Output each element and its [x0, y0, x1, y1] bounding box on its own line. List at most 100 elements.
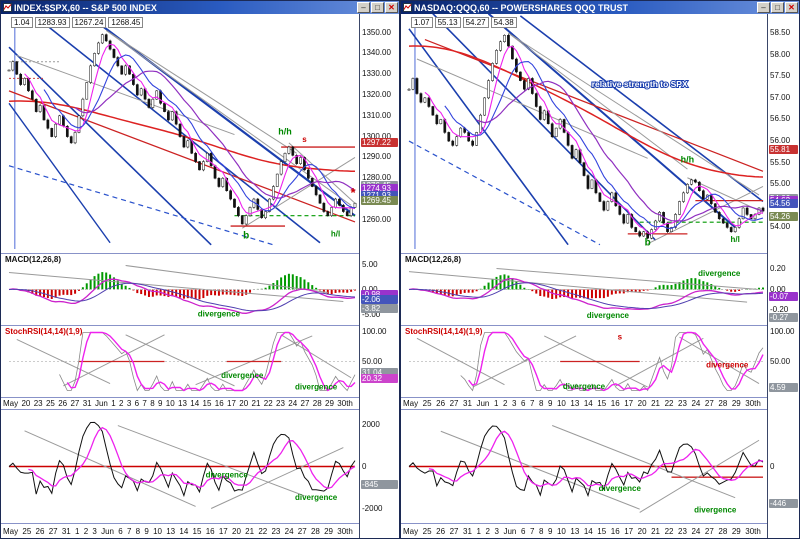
axis-date-label: 1 — [493, 399, 499, 408]
axis-date-label: 15 — [597, 399, 607, 408]
qqq-titlebar[interactable]: NASDAQ:QQQ,60 -- POWERSHARES QQQ TRUST –… — [401, 1, 799, 14]
axis-date-label: 6 — [520, 526, 526, 536]
axis-date-label: 8 — [135, 526, 141, 536]
axis-date-label: 22 — [258, 526, 268, 536]
qqq-date-axis-upper[interactable]: May 25 26 27 31 Jun 1 2 3 6 7 8 9 10 13 14 15 16 17 20 21 22 2… — [401, 398, 767, 410]
qqq-macd-chart[interactable]: divergence divergence — [401, 254, 767, 325]
stochrsi-label: StochRSI(14,14)(1,9) — [405, 327, 483, 336]
axis-date-label: 28 — [718, 526, 728, 536]
axis-tick-label: -5.00 — [362, 309, 381, 319]
axis-date-label: 15 — [192, 526, 202, 536]
axis-date-label: 1 — [476, 526, 481, 536]
svg-text:h/l: h/l — [331, 230, 340, 239]
axis-date-label: 15 — [202, 399, 212, 408]
axis-date-label: 26 — [436, 399, 446, 408]
svg-text:h/l: h/l — [730, 235, 739, 244]
axis-date-label: 30th — [337, 399, 353, 408]
axis-date-label: May — [3, 399, 19, 408]
axis-date-label: 31 — [463, 526, 472, 536]
axis-value-badge: 54.56 — [769, 198, 798, 208]
axis-date-label: 16 — [205, 526, 215, 536]
axis-date-label: 25 — [45, 399, 55, 408]
close-button[interactable]: ✕ — [785, 2, 798, 13]
axis-date-label: 17 — [624, 399, 634, 408]
axis-date-label: 2 — [502, 399, 508, 408]
axis-tick-label: 2000 — [362, 419, 380, 429]
axis-date-label: 16 — [214, 399, 224, 408]
axis-date-label: 25 — [422, 526, 432, 536]
spx-oscillator-panel: divergence divergence — [1, 410, 359, 524]
axis-date-label: 29 — [324, 526, 334, 536]
axis-value-badge: 4.59 — [769, 383, 798, 393]
axis-date-label: 27 — [48, 526, 58, 536]
spx-macd-chart[interactable]: divergence — [1, 254, 359, 325]
maximize-button[interactable]: □ — [371, 2, 384, 13]
qqq-stochrsi-chart[interactable]: divergence divergence s — [401, 326, 767, 397]
axis-date-label: 25 — [22, 526, 32, 536]
axis-date-label: 29 — [731, 526, 741, 536]
axis-value-badge: -845 — [361, 479, 398, 489]
axis-value-badge: 1271.93 — [361, 190, 398, 200]
svg-text:divergence: divergence — [698, 269, 741, 278]
axis-date-label: 24 — [691, 526, 701, 536]
svg-text:divergence: divergence — [295, 382, 338, 391]
macd-label: MACD(12,26,8) — [5, 255, 62, 264]
qqq-date-axis-lower[interactable]: May 25 26 27 31 1 2 3 Jun 6 7 8 9 10 13 14 15 16 17 20 21 22 2… — [401, 524, 767, 538]
axis-date-label: 29 — [731, 399, 741, 408]
svg-text:divergence: divergence — [599, 484, 642, 493]
svg-text:h/h: h/h — [681, 155, 695, 165]
axis-tick-label: 56.50 — [770, 114, 791, 124]
axis-date-label: 24 — [691, 399, 701, 408]
axis-date-label: 3 — [494, 526, 499, 536]
axis-date-label: 9 — [547, 526, 553, 536]
axis-date-label: 23 — [276, 399, 285, 408]
axis-tick-label: 1280.00 — [362, 173, 391, 183]
axis-date-label: 7 — [126, 526, 132, 536]
minimize-button[interactable]: – — [357, 2, 370, 13]
axis-date-label: 27 — [300, 399, 310, 408]
axis-tick-label: 1330.00 — [362, 69, 391, 79]
spx-stochrsi-chart[interactable]: divergence divergence — [1, 326, 359, 397]
spx-oscillator-chart[interactable]: divergence divergence — [1, 410, 359, 523]
spx-date-axis-lower[interactable]: May 25 26 27 31 1 2 3 Jun 6 7 8 9 10 13 14 15 16 17 20 21 22 2… — [1, 524, 359, 538]
axis-date-label: May — [403, 399, 419, 408]
window-title: INDEX:$SPX,60 -- S&P 500 INDEX — [14, 2, 157, 13]
qqq-oscillator-chart[interactable]: divergence divergence — [401, 410, 767, 523]
axis-date-label: 22 — [263, 399, 273, 408]
svg-text:s: s — [302, 135, 307, 144]
svg-text:relative strength to SPX: relative strength to SPX — [592, 79, 688, 89]
spx-titlebar[interactable]: INDEX:$SPX,60 -- S&P 500 INDEX – □ ✕ — [1, 1, 399, 14]
quote-last: 1268.45 — [108, 17, 144, 28]
spx-macd-panel: MACD(12,26,8) divergence — [1, 254, 359, 326]
chart-window-icon — [3, 3, 12, 12]
axis-date-label: 17 — [218, 526, 228, 536]
axis-date-label: 30th — [745, 526, 761, 536]
svg-text:divergence: divergence — [295, 493, 338, 502]
axis-date-label: 3 — [126, 399, 132, 408]
minimize-button[interactable]: – — [757, 2, 770, 13]
spx-price-scale[interactable]: 1350.00 1340.00 1330.00 1320.00 1310.00 1300.… — [359, 14, 399, 538]
svg-text:divergence: divergence — [221, 371, 264, 380]
quote-high: 55.13 — [434, 17, 461, 28]
close-button[interactable]: ✕ — [385, 2, 398, 13]
axis-date-label: 24 — [288, 399, 298, 408]
axis-date-label: 14 — [190, 399, 200, 408]
axis-tick-label: -0.20 — [770, 305, 789, 315]
axis-date-label: 20 — [637, 526, 647, 536]
axis-tick-label: 0 — [362, 461, 367, 471]
axis-tick-label: 100.00 — [770, 327, 795, 337]
spx-date-axis-upper[interactable]: May 20 23 25 26 27 31 Jun 1 2 3 6 7 8 9 10 13 14 15 16 17 20 2… — [1, 398, 359, 410]
qqq-price-scale[interactable]: 58.50 58.00 57.50 57.00 56.50 56.00 55.50 55.00… — [767, 14, 799, 538]
svg-text:divergence: divergence — [694, 505, 737, 514]
axis-tick-label: 0.00 — [362, 285, 378, 294]
maximize-button[interactable]: □ — [771, 2, 784, 13]
axis-tick-label: 57.00 — [770, 92, 791, 102]
axis-date-label: 2 — [485, 526, 490, 536]
axis-tick-label: 58.50 — [770, 28, 791, 38]
axis-date-label: 21 — [651, 399, 661, 408]
axis-date-label: 13 — [178, 399, 187, 408]
axis-tick-label: 50.00 — [770, 356, 791, 366]
axis-tick-label: -2000 — [362, 503, 383, 513]
